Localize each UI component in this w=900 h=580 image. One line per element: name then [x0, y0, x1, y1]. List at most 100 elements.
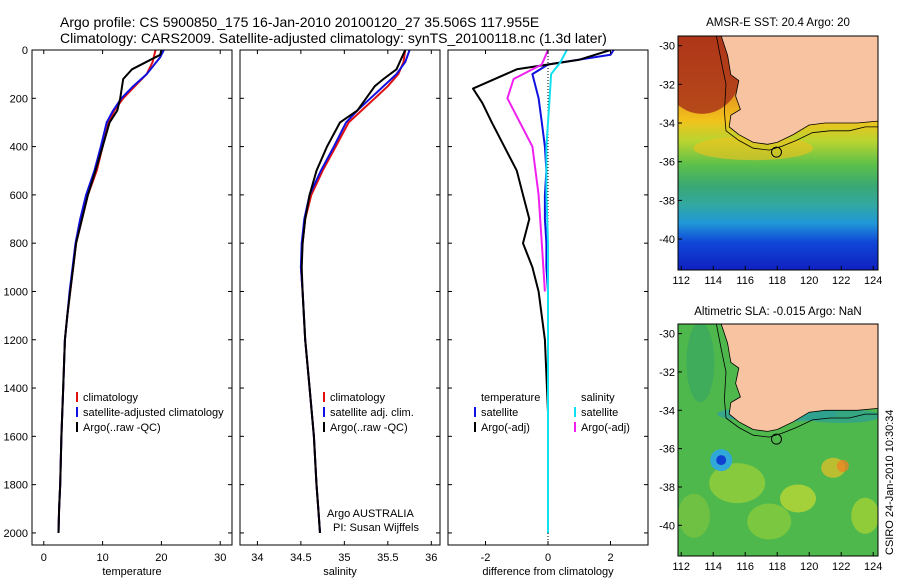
timestamp-stamp: CSIRO 24-Jan-2010 10:30:34 [884, 409, 896, 555]
map-y-tick-label: -30 [659, 329, 675, 341]
y-tick-label: 600 [10, 190, 28, 202]
sla-blob [780, 484, 816, 513]
map-y-tick-label: -38 [659, 482, 675, 494]
map-panels: 112 114 116 118 120 122 124 -30 -32 -34 -36 -38 -40 1… [659, 35, 882, 573]
x-tick-label: -2 [481, 552, 491, 564]
legend-heading: salinity [581, 392, 615, 404]
x-tick-label: 35.5 [377, 552, 398, 564]
land-mass [720, 324, 878, 432]
map-y-tick-label: -32 [659, 79, 675, 91]
map-sst: 112 114 116 118 120 122 124 -30 -32 -34 -36 -38 -40 [659, 35, 882, 287]
legend-entry: climatology [83, 392, 139, 404]
map-x-tick-label: 124 [864, 275, 882, 287]
sla-blob [851, 497, 878, 534]
x-tick-label: 20 [155, 552, 167, 564]
axes-frame [239, 49, 441, 546]
shelf-contour [716, 324, 878, 438]
legend-entry: climatology [330, 392, 386, 404]
map-y-tick-label: -34 [659, 118, 675, 130]
legend-entry: Argo(-adj) [481, 422, 530, 434]
sla-blob [801, 409, 878, 424]
panel-salinity: 34 34.5 35 35.5 36 salinity climatology satelli… [239, 49, 441, 578]
x-tick-label: 0 [545, 552, 551, 564]
sla-blob [709, 463, 766, 504]
legend-entry: satellite-adjusted climatology [83, 407, 224, 419]
legend-entry: satellite [581, 407, 618, 419]
series-line-2 [57, 50, 163, 533]
legend-heading: temperature [481, 392, 540, 404]
map-x-tick-label: 122 [832, 561, 850, 573]
shelf-contour [716, 36, 878, 151]
x-tick-label: 0 [41, 552, 47, 564]
y-tick-label: 200 [10, 93, 28, 105]
map-x-tick-label: 116 [736, 561, 754, 573]
y-tick-label: 1800 [4, 480, 28, 492]
map-y-tick-label: -40 [659, 520, 675, 532]
y-tick-label: 1200 [4, 335, 28, 347]
map-y-tick-label: -38 [659, 195, 675, 207]
map-y-tick-label: -34 [659, 405, 675, 417]
map-x-tick-label: 124 [864, 561, 882, 573]
map-x-tick-label: 112 [672, 275, 690, 287]
annotation-line: PI: Susan Wijffels [333, 522, 419, 534]
series-group [299, 50, 411, 533]
warm-patch [678, 36, 742, 114]
float-marker [770, 433, 782, 445]
float-marker [770, 146, 782, 158]
series-line-2 [300, 50, 407, 533]
x-axis-label: salinity [323, 566, 357, 578]
y-tick-label: 1000 [4, 286, 28, 298]
x-axis-label: difference from climatology [482, 566, 614, 578]
panel-temperature: 0 10 20 30 temperature 0 200 400 600 800 1000 1200 1… [4, 45, 233, 578]
land-mass [720, 36, 878, 145]
sla-blob [836, 459, 849, 472]
map-x-tick-label: 114 [704, 561, 722, 573]
y-tick-label: 1400 [4, 383, 28, 395]
y-tick-label: 800 [10, 238, 28, 250]
map-y-tick-label: -36 [659, 157, 675, 169]
title-line-1: Argo profile: CS 5900850_175 16-Jan-2010… [60, 14, 540, 30]
map-y-tick-label: -32 [659, 367, 675, 379]
map-y-tick-label: -30 [659, 41, 675, 53]
map-x-tick-label: 112 [672, 561, 690, 573]
sst-map-title: AMSR-E SST: 20.4 Argo: 20 [706, 17, 850, 29]
x-tick-label: 10 [96, 552, 108, 564]
x-tick-label: 34.5 [290, 552, 311, 564]
sla-map-title: Altimetric SLA: -0.015 Argo: NaN [694, 306, 862, 318]
x-tick-label: 36 [425, 552, 437, 564]
y-tick-label: 2000 [4, 528, 28, 540]
legend-entry: satellite adj. clim. [330, 407, 414, 419]
y-tick-label: 400 [10, 142, 28, 154]
series-line-1 [57, 50, 165, 533]
map-x-tick-label: 118 [768, 561, 786, 573]
x-tick-label: 35 [338, 552, 350, 564]
y-tick-label: 1600 [4, 431, 28, 443]
sla-blob [747, 503, 792, 540]
legend-entry: satellite [481, 407, 518, 419]
series-line-1 [299, 50, 411, 533]
panel-difference: -2 0 2 difference from climatology temperatu… [447, 49, 649, 578]
map-x-tick-label: 120 [800, 275, 818, 287]
series-group [472, 50, 615, 533]
map-y-tick-label: -36 [659, 444, 675, 456]
series-line-3 [506, 50, 549, 292]
map-y-tick-label: -40 [659, 234, 675, 246]
annotation-line: Argo AUSTRALIA [327, 508, 414, 520]
x-axis-label: temperature [102, 566, 161, 578]
sla-low-core [716, 455, 727, 466]
map-x-tick-label: 114 [704, 275, 722, 287]
series-line-1 [472, 50, 611, 533]
axes-frame [31, 49, 233, 546]
x-tick-label: 2 [607, 552, 613, 564]
map-x-tick-label: 120 [800, 561, 818, 573]
x-tick-label: 34 [251, 552, 263, 564]
sla-blob [678, 493, 710, 538]
series-group [57, 50, 165, 533]
map-frame [677, 323, 879, 557]
y-tick-label: 0 [22, 45, 28, 57]
x-tick-label: 30 [214, 552, 226, 564]
legend-entry: Argo(..raw -QC) [330, 422, 408, 434]
map-body [678, 324, 878, 556]
series-line-0 [299, 50, 407, 533]
